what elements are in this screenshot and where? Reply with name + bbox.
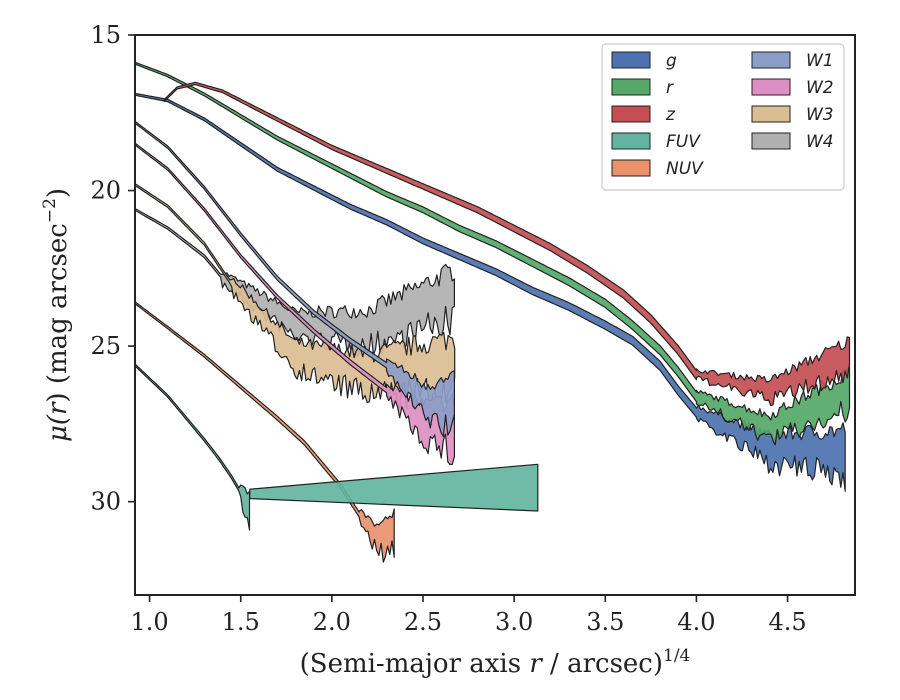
legend-label-nuv: NUV bbox=[666, 159, 704, 179]
x-tick-label: 2.0 bbox=[313, 608, 351, 636]
series-bands bbox=[135, 61, 851, 563]
legend-swatch-fuv bbox=[611, 132, 651, 150]
legend-label-w4: W4 bbox=[806, 132, 834, 152]
x-tick-label: 3.5 bbox=[586, 608, 624, 636]
legend-swatch-nuv bbox=[611, 159, 651, 177]
legend-swatch-z bbox=[611, 105, 651, 123]
legend-swatch-w1 bbox=[751, 51, 791, 69]
legend-label-r: r bbox=[666, 78, 674, 98]
x-tick-label: 3.0 bbox=[495, 608, 533, 636]
y-tick-label: 20 bbox=[90, 177, 121, 205]
y-tick-label: 25 bbox=[90, 332, 121, 360]
x-tick-label: 2.5 bbox=[404, 608, 442, 636]
legend: grz FUV NUV W1 W2 W3 W4 bbox=[601, 43, 845, 191]
x-tick-label: 1.0 bbox=[130, 608, 168, 636]
legend-swatch-r bbox=[611, 78, 651, 96]
legend-label-w3: W3 bbox=[806, 105, 834, 125]
legend-swatch-w2 bbox=[751, 78, 791, 96]
legend-label-g: g bbox=[666, 51, 677, 71]
band-z bbox=[163, 81, 851, 407]
plot-frame bbox=[134, 34, 856, 596]
legend-label-w2: W2 bbox=[806, 78, 834, 98]
band-fuv bbox=[135, 363, 251, 531]
x-tick-label: 4.0 bbox=[677, 608, 715, 636]
x-tick-label: 1.5 bbox=[222, 608, 260, 636]
band-w1 bbox=[135, 120, 455, 438]
x-axis-title: (Semi-major axis r / arcsec)1/4 bbox=[300, 646, 691, 679]
legend-label-w1: W1 bbox=[806, 51, 834, 71]
band-nuv bbox=[135, 301, 395, 563]
legend-label-z: z bbox=[665, 105, 676, 125]
band-r bbox=[135, 61, 851, 446]
legend-swatch-w4 bbox=[751, 132, 791, 150]
x-tick-label: 4.5 bbox=[768, 608, 806, 636]
y-tick-label: 30 bbox=[90, 488, 121, 516]
band-w2 bbox=[135, 142, 455, 466]
band-w4 bbox=[135, 207, 455, 357]
band-fuv-extrapolation bbox=[249, 463, 539, 512]
legend-swatch-g bbox=[611, 51, 651, 69]
axis-ticks: 1.0 1.5 2.0 2.5 3.0 3.5 4.0 4.5 15 20 25 30 bbox=[90, 21, 806, 636]
y-axis-title: μ(r) (mag arcsec−2) bbox=[40, 188, 73, 442]
y-tick-label: 15 bbox=[90, 21, 121, 49]
legend-label-fuv: FUV bbox=[666, 132, 701, 152]
band-g bbox=[135, 92, 846, 492]
legend-swatch-w3 bbox=[751, 105, 791, 123]
